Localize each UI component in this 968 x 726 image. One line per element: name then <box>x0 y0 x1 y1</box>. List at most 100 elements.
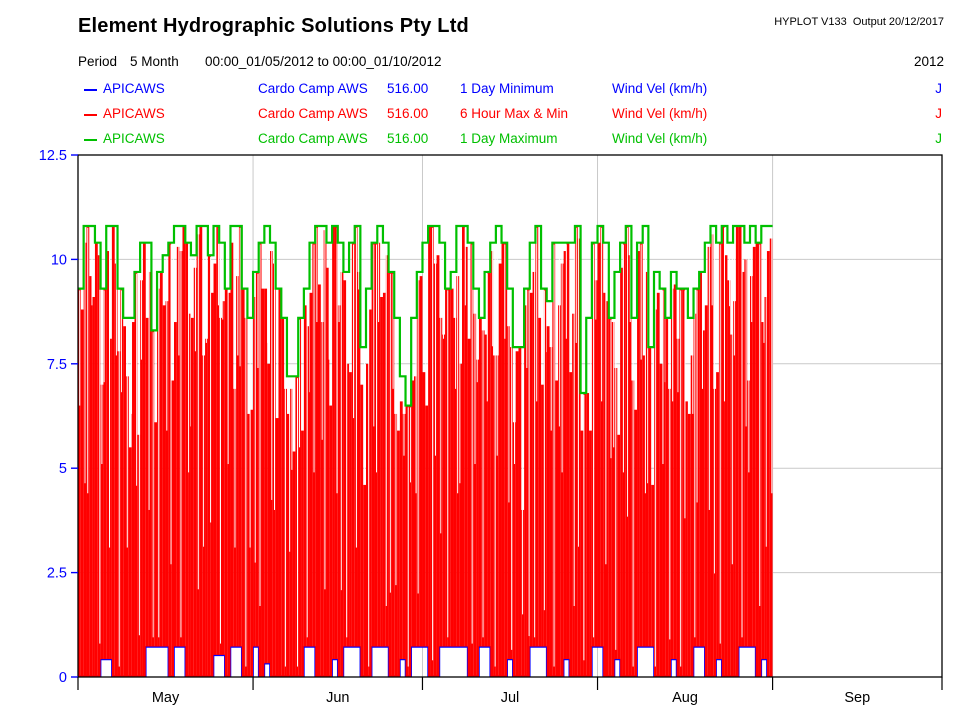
trace-gap <box>629 227 631 323</box>
trace-gap <box>346 273 348 638</box>
trace-gap <box>719 244 721 644</box>
legend-site-number: 516.00 <box>387 106 429 121</box>
six-hour-trace-block <box>512 422 516 677</box>
trace-gap <box>210 257 212 523</box>
six-hour-trace-block <box>171 380 174 677</box>
trace-gap <box>180 227 182 638</box>
six-hour-trace-block <box>687 413 691 677</box>
six-hour-trace-block <box>238 225 242 647</box>
six-hour-trace-block <box>541 384 544 647</box>
trace-gap <box>593 244 595 638</box>
six-hour-trace-block <box>408 405 412 677</box>
six-hour-trace-block <box>97 255 101 677</box>
six-hour-trace-block <box>445 288 448 647</box>
six-hour-trace-block <box>190 317 194 677</box>
six-hour-trace-block <box>622 242 626 677</box>
six-hour-trace-block <box>422 372 426 647</box>
trace-gap <box>751 227 753 323</box>
six-hour-trace-block <box>572 313 575 677</box>
six-hour-trace-block <box>493 355 496 677</box>
trace-gap <box>118 290 120 667</box>
six-hour-trace-block <box>558 305 561 677</box>
six-hour-trace-block <box>608 317 612 677</box>
six-hour-trace-block <box>292 451 296 677</box>
legend-quality-code: J <box>935 81 942 96</box>
trace-gap <box>763 227 765 343</box>
trace-gap <box>561 244 563 473</box>
six-hour-trace-block <box>467 338 471 677</box>
trace-gap <box>222 244 224 320</box>
six-hour-trace-block <box>111 225 115 677</box>
trace-gap <box>417 273 419 594</box>
six-hour-trace-block <box>247 413 251 677</box>
trace-gap <box>87 227 89 494</box>
six-hour-trace-block <box>750 276 753 647</box>
trace-gap <box>284 319 286 667</box>
trace-gap <box>457 227 459 494</box>
legend-station: APICAWS <box>103 106 165 121</box>
trace-gap <box>605 244 607 565</box>
trace-gap <box>613 319 615 448</box>
trace-gap <box>486 273 488 402</box>
six-hour-trace-block <box>721 225 725 677</box>
six-hour-trace-block <box>224 288 228 677</box>
six-hour-trace-block <box>78 288 81 677</box>
trace-gap <box>652 348 654 427</box>
y-axis-label: 7.5 <box>47 357 67 373</box>
x-axis-month-label: Aug <box>672 690 698 706</box>
six-hour-trace-block <box>414 376 417 647</box>
trace-gap <box>455 273 457 389</box>
six-hour-trace-block <box>397 430 400 677</box>
six-hour-trace-block <box>334 225 338 660</box>
six-hour-trace-block <box>165 301 169 647</box>
six-hour-trace-block <box>120 288 124 677</box>
trace-gap <box>274 244 275 510</box>
trace-gap <box>694 290 696 638</box>
six-hour-trace-block <box>145 317 149 647</box>
six-hour-trace-block <box>769 238 773 677</box>
six-hour-trace-block <box>724 255 728 677</box>
trace-gap <box>328 244 330 360</box>
trace-gap <box>558 244 560 427</box>
legend-site-number: 516.00 <box>387 131 429 146</box>
six-hour-trace-block <box>487 271 491 647</box>
six-hour-trace-block <box>320 322 324 677</box>
trace-gap <box>496 227 498 456</box>
six-hour-trace-block <box>755 242 759 677</box>
six-hour-trace-block <box>363 484 366 677</box>
six-hour-trace-block <box>501 242 505 677</box>
trace-gap <box>190 244 192 427</box>
six-hour-trace-block <box>286 413 290 677</box>
six-hour-trace-block <box>140 280 143 677</box>
six-hour-trace-block <box>182 225 186 647</box>
x-axis-month-label: Jul <box>501 690 520 706</box>
six-hour-trace-block <box>495 355 499 677</box>
trace-gap <box>440 244 442 534</box>
trace-gap <box>713 227 715 574</box>
trace-gap <box>237 227 239 356</box>
trace-gap <box>103 290 105 383</box>
six-hour-trace-block <box>411 380 414 647</box>
six-hour-trace-block <box>702 330 705 647</box>
six-hour-trace-block <box>727 280 731 677</box>
six-hour-trace-block <box>306 326 310 647</box>
six-hour-trace-block <box>662 288 666 677</box>
trace-gap <box>590 319 592 398</box>
six-hour-trace-block <box>329 405 333 677</box>
six-hour-trace-block <box>620 267 623 677</box>
trace-gap <box>578 227 579 547</box>
six-hour-trace-block <box>377 242 381 647</box>
trace-gap <box>640 244 642 360</box>
trace-gap <box>152 332 154 638</box>
six-hour-trace-block <box>611 322 615 677</box>
six-hour-trace-block <box>628 255 632 677</box>
six-hour-trace-block <box>442 334 446 647</box>
six-hour-trace-block <box>656 292 660 677</box>
six-hour-trace-block <box>100 384 104 660</box>
six-hour-trace-block <box>185 242 189 677</box>
six-hour-trace-block <box>267 363 270 664</box>
trace-gap <box>664 290 666 383</box>
trace-gap <box>684 290 686 519</box>
trace-gap <box>573 244 575 607</box>
trace-gap <box>155 332 157 410</box>
